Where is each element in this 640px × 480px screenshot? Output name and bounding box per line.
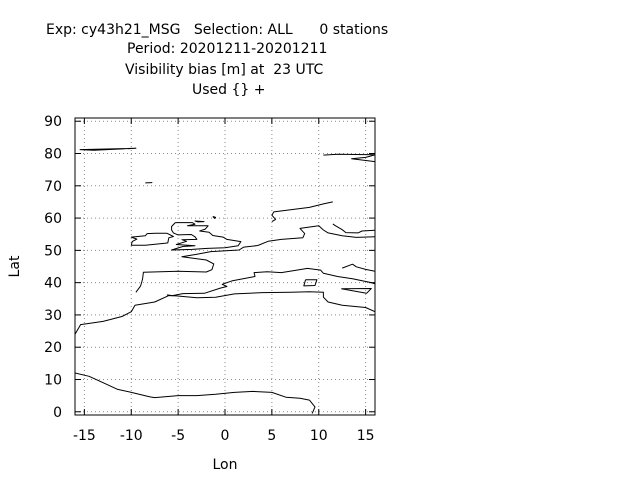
y-tick-label: 20	[44, 340, 62, 356]
coastline	[75, 291, 375, 335]
coastline	[303, 279, 318, 287]
coastline	[130, 232, 174, 246]
x-axis-label: Lon	[213, 457, 238, 473]
coastline	[194, 220, 205, 223]
y-tick-label: 60	[44, 211, 62, 227]
x-tick-label: 0	[221, 428, 230, 444]
coastline	[341, 288, 372, 294]
coastline	[323, 153, 375, 163]
x-tick-label: -10	[120, 428, 143, 444]
x-tick-label: -15	[73, 428, 96, 444]
y-tick-label: 10	[44, 372, 62, 388]
coastline	[135, 225, 375, 293]
title-line-3: Visibility bias [m] at 23 UTC	[125, 62, 324, 78]
coastline	[212, 216, 217, 219]
y-tick-label: 30	[44, 308, 62, 324]
x-tick-label: -5	[171, 428, 185, 444]
coastline	[332, 223, 375, 234]
x-tick-label: 10	[310, 428, 328, 444]
coastline	[171, 222, 242, 251]
grid	[75, 118, 375, 415]
coastline	[342, 263, 375, 272]
x-tick-label: 5	[267, 428, 276, 444]
coastline	[166, 267, 375, 297]
y-tick-label: 0	[53, 405, 62, 421]
title-line-1: Exp: cy43h21_MSG Selection: ALL 0 statio…	[46, 22, 389, 38]
coastline	[79, 147, 137, 151]
y-tick-label: 90	[44, 114, 62, 130]
y-tick-label: 80	[44, 147, 62, 163]
y-tick-label: 70	[44, 179, 62, 195]
x-tick-label: 15	[357, 428, 375, 444]
coastline	[271, 201, 333, 223]
axes: -15 -10 -5 0 5 10 15 0 10 20 30 40 50 60 70 80 90	[44, 114, 375, 444]
coastline-map	[75, 147, 375, 414]
title-line-2: Period: 20201211-20201211	[127, 41, 328, 57]
plot-frame	[74, 117, 376, 416]
y-tick-label: 50	[44, 243, 62, 259]
title-line-4: Used {} +	[192, 82, 266, 98]
y-tick-label: 40	[44, 276, 62, 292]
coastline	[75, 372, 316, 414]
y-axis-label: Lat	[7, 255, 23, 277]
